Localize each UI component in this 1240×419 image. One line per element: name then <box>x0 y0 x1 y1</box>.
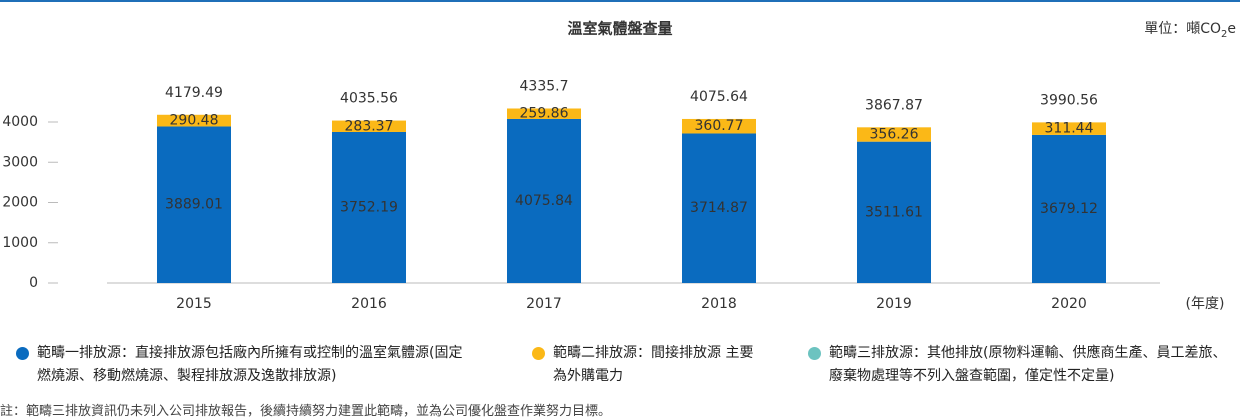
total-label: 3867.87 <box>865 97 923 113</box>
x-tick-label: 2015 <box>176 296 212 312</box>
bar-segment <box>157 114 231 127</box>
legend-item: 範疇二排放源：間接排放源 主要為外購電力 <box>532 342 763 388</box>
top-rule <box>0 0 1240 2</box>
legend-item: 範疇一排放源：直接排放源包括廠內所擁有或控制的溫室氣體源(固定燃燒源、移動燃燒源… <box>16 342 467 388</box>
total-label: 4075.64 <box>690 89 748 105</box>
y-tick-label: 2000 <box>2 195 38 211</box>
data-label: 311.44 <box>1045 121 1094 137</box>
data-label: 360.77 <box>695 118 744 134</box>
data-label: 3679.12 <box>1040 201 1098 217</box>
y-tick-label: 4000 <box>2 114 38 130</box>
bar-segment <box>1032 122 1106 135</box>
data-label: 3511.61 <box>865 204 923 220</box>
y-tick-label: 3000 <box>2 154 38 170</box>
x-tick-label: 2019 <box>876 296 912 312</box>
data-label: 259.86 <box>520 106 569 122</box>
y-tick-label: 1000 <box>2 235 38 251</box>
legend-label: 範疇二排放源：間接排放源 主要為外購電力 <box>553 345 754 384</box>
legend-marker <box>16 347 29 360</box>
unit-sub: 2 <box>1221 29 1227 40</box>
bar-segment <box>682 118 756 134</box>
chart-title: 溫室氣體盤查量 <box>567 20 672 38</box>
data-label: 290.48 <box>170 113 219 129</box>
legend-item: 範疇三排放源：其他排放(原物料運輸、供應商生產、員工差旅、廢棄物處理等不列入盤查… <box>808 342 1239 388</box>
bar-segment <box>857 141 931 283</box>
note: 註：範疇三排放資訊仍未列入公司排放報告，後續持續努力建置此範疇，並為公司優化盤查… <box>0 404 612 419</box>
bar-segment <box>332 120 406 132</box>
total-label: 4179.49 <box>165 85 223 101</box>
bar-segment <box>332 131 406 283</box>
data-label: 4075.84 <box>515 193 573 209</box>
x-tick-label: 2020 <box>1051 296 1087 312</box>
bar-segment <box>157 126 231 283</box>
unit: 單位：噸CO2e <box>1144 21 1236 40</box>
x-tick-label: 2018 <box>701 296 737 312</box>
x-tick-label: 2017 <box>526 296 562 312</box>
data-label: 3714.87 <box>690 200 748 216</box>
unit-suffix: e <box>1227 21 1236 37</box>
bar-segment <box>507 118 581 283</box>
total-label: 4335.7 <box>520 78 569 94</box>
x-tick-label: 2016 <box>351 296 387 312</box>
chart: 溫室氣體盤查量 單位：噸CO2e (年度) 0 1000 2000 3000 4000 2… <box>0 0 1240 312</box>
total-label: 4035.56 <box>340 91 398 107</box>
legend-marker <box>532 347 545 360</box>
unit-text: 單位：噸CO <box>1144 21 1221 37</box>
legend-label: 範疇三排放源：其他排放(原物料運輸、供應商生產、員工差旅、廢棄物處理等不列入盤查… <box>829 345 1227 384</box>
bar-segment <box>682 133 756 283</box>
data-label: 283.37 <box>345 118 394 134</box>
x-axis-label: (年度) <box>1186 296 1225 312</box>
bar-segment <box>1032 134 1106 283</box>
legend-label: 範疇一排放源：直接排放源包括廠內所擁有或控制的溫室氣體源(固定燃燒源、移動燃燒源… <box>37 345 463 384</box>
y-tick-label: 0 <box>29 275 38 291</box>
bar-segment <box>857 127 931 142</box>
data-label: 3752.19 <box>340 199 398 215</box>
data-label: 356.26 <box>870 126 919 142</box>
total-label: 3990.56 <box>1040 92 1098 108</box>
bar-segment <box>507 108 581 119</box>
data-label: 3889.01 <box>165 197 223 213</box>
legend-marker <box>808 347 821 360</box>
